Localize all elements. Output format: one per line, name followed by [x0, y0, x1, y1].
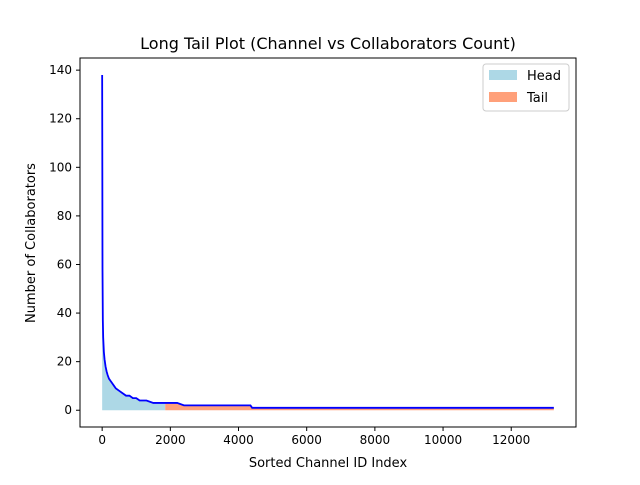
y-tick-label: 60 [57, 257, 72, 271]
x-axis-label: Sorted Channel ID Index [249, 456, 408, 471]
y-tick-label: 140 [49, 63, 72, 77]
legend: Head Tail [482, 63, 570, 112]
chart-title: Long Tail Plot (Channel vs Collaborators… [140, 34, 516, 53]
y-axis-label: Number of Collaborators [24, 163, 39, 323]
y-tick-label: 20 [57, 355, 72, 369]
y-tick-label: 40 [57, 306, 72, 320]
x-tick-label: 2000 [155, 433, 186, 447]
y-tick-label: 0 [64, 403, 72, 417]
legend-label-head: Head [527, 69, 561, 84]
x-tick-label: 6000 [291, 433, 322, 447]
y-tick-label: 100 [49, 160, 72, 174]
x-tick-label: 12000 [492, 433, 530, 447]
axes-frame [79, 57, 577, 428]
x-tick-label: 10000 [424, 433, 462, 447]
legend-swatch-tail [489, 92, 517, 102]
collaborators-line [101, 75, 554, 409]
x-tick-label: 0 [98, 433, 106, 447]
y-tick-label: 120 [49, 112, 72, 126]
x-tick-label: 8000 [360, 433, 391, 447]
legend-swatch-head [489, 70, 517, 80]
plot-area [101, 75, 554, 411]
axes: 0 2000 4000 6000 8000 10000 12000 0 20 40 60 80 100 1… [49, 57, 577, 447]
x-tick-label: 4000 [223, 433, 254, 447]
legend-label-tail: Tail [526, 91, 548, 106]
y-tick-label: 80 [57, 209, 72, 223]
